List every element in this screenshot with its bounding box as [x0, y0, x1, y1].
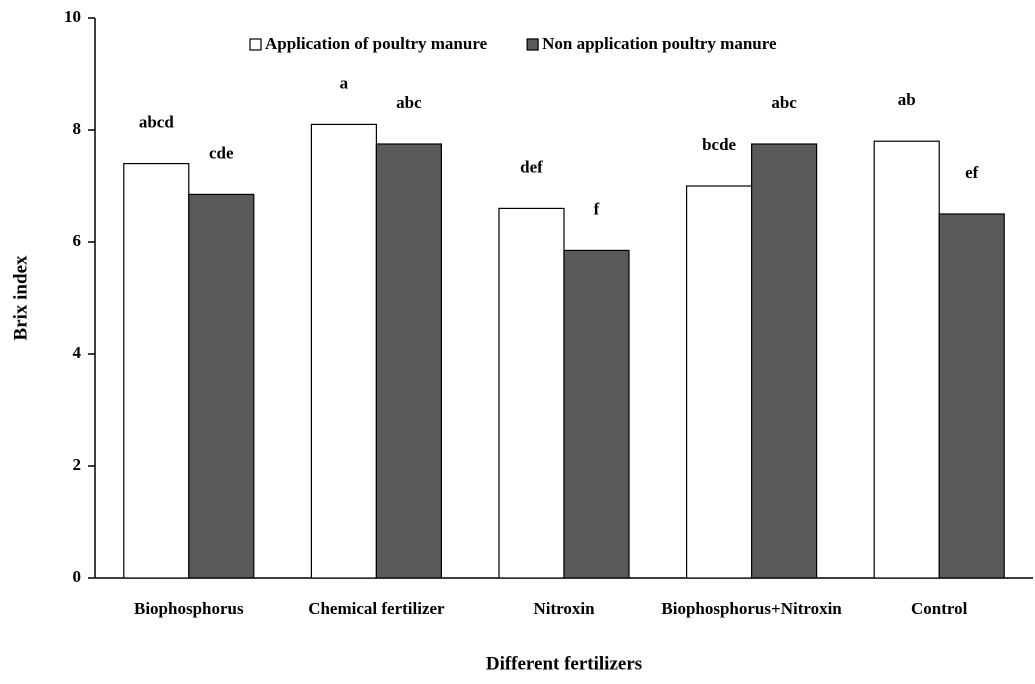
x-axis-label: Different fertilizers	[486, 653, 642, 674]
x-tick-label: Biophosphorus+Nitroxin	[661, 599, 842, 618]
bar	[123, 163, 190, 579]
bar	[750, 143, 818, 579]
significance-letter: abcd	[139, 113, 175, 132]
x-tick-label: Control	[911, 599, 968, 618]
significance-letter: abc	[771, 93, 797, 112]
significance-letter: def	[520, 157, 543, 176]
significance-letter: ab	[898, 90, 916, 109]
x-tick-label: Chemical fertilizer	[308, 599, 445, 618]
legend-label: Application of poultry manure	[265, 34, 488, 53]
bar	[310, 123, 377, 579]
legend-label: Non application poultry manure	[542, 34, 777, 53]
x-tick-label: Nitroxin	[533, 599, 595, 618]
bar	[938, 213, 1005, 579]
significance-letter: f	[594, 199, 600, 218]
legend-swatch	[526, 38, 539, 51]
x-tick-label: Biophosphorus	[134, 599, 244, 618]
y-tick-label: 2	[73, 455, 82, 474]
y-axis-label: Brix index	[10, 255, 31, 340]
y-tick-label: 6	[73, 231, 82, 250]
y-tick-label: 0	[73, 567, 82, 586]
bar	[375, 143, 442, 579]
significance-letter: abc	[396, 93, 422, 112]
y-tick-label: 10	[64, 7, 81, 26]
bar	[498, 207, 565, 579]
y-tick-label: 4	[73, 343, 82, 362]
bar	[685, 185, 753, 579]
legend-swatch	[249, 38, 262, 51]
bar	[563, 249, 630, 579]
bar	[188, 193, 255, 579]
significance-letter: ef	[965, 163, 979, 182]
y-tick-label: 8	[73, 119, 82, 138]
significance-letter: bcde	[702, 135, 736, 154]
significance-letter: cde	[209, 143, 234, 162]
bar	[873, 140, 940, 579]
significance-letter: a	[340, 73, 349, 92]
